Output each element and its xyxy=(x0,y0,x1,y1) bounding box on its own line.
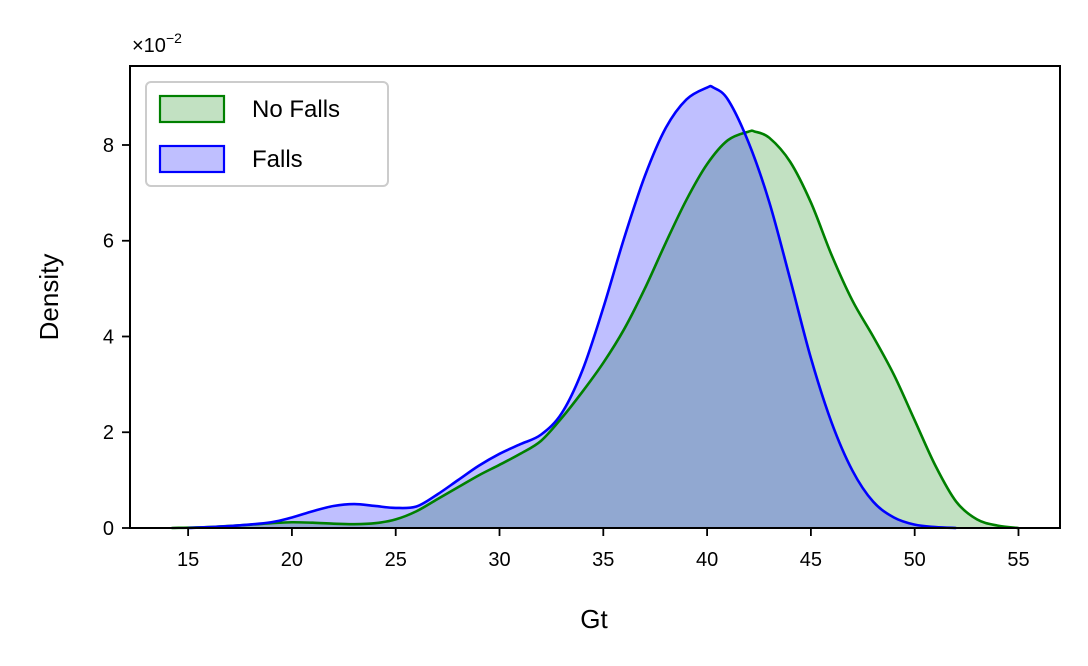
legend-swatch-falls xyxy=(158,144,226,174)
y-tick-label: 0 xyxy=(103,518,114,540)
legend-swatch-no-falls xyxy=(158,94,226,124)
y-tick-label: 4 xyxy=(103,326,114,348)
x-tick-label: 30 xyxy=(488,549,510,571)
legend: No Falls Falls xyxy=(145,81,389,187)
x-tick-label: 55 xyxy=(1007,549,1029,571)
y-multiplier: ×10−2 xyxy=(132,30,182,57)
x-tick-label: 45 xyxy=(800,549,822,571)
x-tick-label: 15 xyxy=(177,549,199,571)
x-tick-label: 25 xyxy=(385,549,407,571)
series-areas xyxy=(171,86,1019,529)
line-falls xyxy=(188,84,957,530)
x-tick-label: 50 xyxy=(904,549,926,571)
x-tick-label: 20 xyxy=(281,549,303,571)
legend-box xyxy=(145,81,389,187)
legend-label-no-falls: No Falls xyxy=(252,96,340,123)
x-tick-label: 40 xyxy=(696,549,718,571)
plot-frame xyxy=(129,65,1061,529)
series-lines xyxy=(171,84,1019,530)
y-axis: 0 2 4 6 8 xyxy=(103,135,130,540)
legend-label-falls: Falls xyxy=(252,146,303,173)
y-tick-label: 8 xyxy=(103,135,114,157)
y-tick-label: 6 xyxy=(103,231,114,253)
y-multiplier-base: ×10 xyxy=(132,35,166,57)
y-axis-label: Density xyxy=(34,254,64,341)
y-tick-label: 2 xyxy=(103,422,114,444)
y-multiplier-exponent: −2 xyxy=(166,30,182,46)
area-falls xyxy=(188,86,957,529)
area-no-falls xyxy=(171,130,1019,528)
x-tick-label: 35 xyxy=(592,549,614,571)
x-axis-label: Gt xyxy=(580,604,608,634)
x-axis: 15 20 25 30 35 40 45 50 55 xyxy=(177,528,1030,571)
line-no-falls xyxy=(171,129,1019,530)
